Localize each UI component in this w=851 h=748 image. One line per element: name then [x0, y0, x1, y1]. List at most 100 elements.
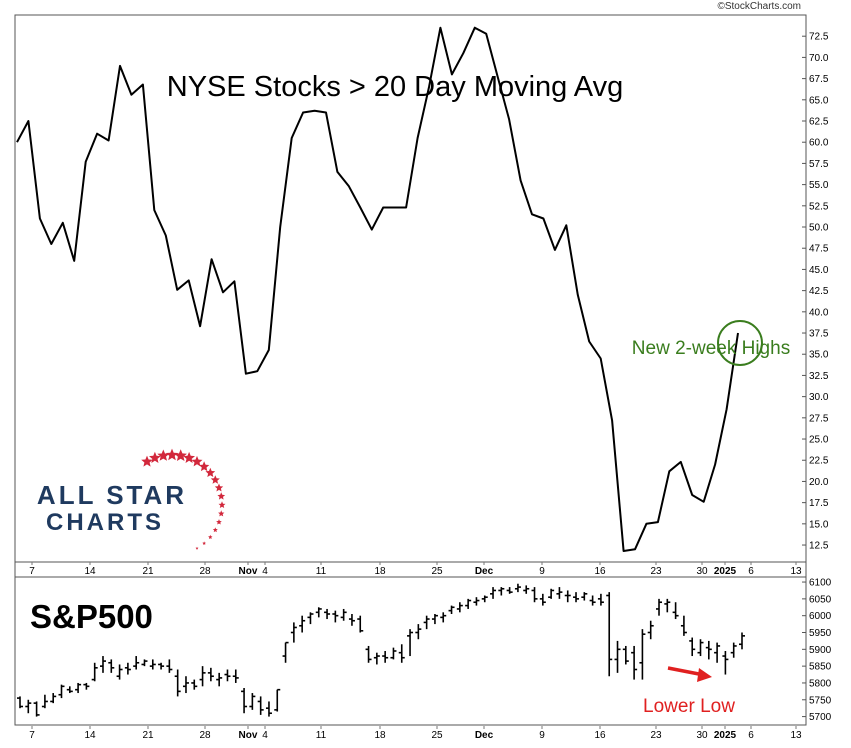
ohlc-bar — [697, 639, 704, 657]
top-x-tick-label: Dec — [475, 566, 494, 577]
bottom-x-tick-label: 7 — [29, 730, 35, 741]
bottom-x-tick-label: 6 — [748, 730, 754, 741]
ohlc-bar — [282, 641, 289, 663]
ohlc-bar — [473, 597, 480, 606]
ohlc-bar — [241, 688, 248, 714]
top-y-tick-label: 22.5 — [809, 456, 829, 467]
bottom-x-tick-label: 28 — [199, 730, 211, 741]
ohlc-bar — [514, 583, 521, 593]
logo-star-icon — [149, 451, 161, 463]
ohlc-bar — [382, 651, 389, 663]
logo-star-icon — [214, 483, 224, 492]
top-x-tick-label: 18 — [374, 566, 386, 577]
top-y-tick-label: 47.5 — [809, 244, 829, 255]
top-y-tick-label: 20.0 — [809, 477, 829, 488]
ohlc-bar — [158, 662, 165, 670]
top-x-ticks: 7 14 21 28 Nov 4 11 18 25 Dec 9 16 23 30 2025 6 13 — [29, 562, 802, 577]
bottom-y-tick-label: 6100 — [809, 578, 832, 589]
ohlc-bar — [481, 595, 488, 603]
bottom-chart-title: S&P500 — [30, 598, 153, 635]
lower-low-arrow-shaft — [667, 666, 705, 677]
bottom-x-tick-label: 18 — [374, 730, 386, 741]
top-x-tick-label: 30 — [696, 566, 708, 577]
ohlc-bar — [257, 696, 264, 715]
ohlc-bar — [17, 696, 23, 709]
ohlc-bar — [133, 656, 140, 670]
ohlc-bar — [149, 659, 156, 670]
ohlc-bar — [124, 662, 131, 675]
top-y-tick-label: 52.5 — [809, 201, 829, 212]
new-highs-circle — [717, 320, 763, 367]
top-y-tick-label: 37.5 — [809, 329, 829, 340]
ohlc-bar — [191, 679, 198, 690]
logo-star-icon — [199, 461, 210, 472]
top-chart-title: NYSE Stocks > 20 Day Moving Avg — [167, 71, 623, 103]
ohlc-bar — [340, 608, 347, 621]
ohlc-bar — [589, 595, 596, 606]
top-x-tick-label: 11 — [316, 566, 327, 577]
bottom-y-tick-label: 5750 — [809, 695, 832, 706]
top-x-tick-label: 16 — [594, 566, 606, 577]
top-y-tick-label: 15.0 — [809, 519, 829, 530]
ohlc-bar — [25, 699, 32, 714]
breadth-line — [16, 26, 739, 552]
lower-low-label: Lower Low — [643, 696, 735, 717]
ohlc-bar — [166, 659, 173, 673]
ohlc-bar — [91, 662, 98, 682]
ohlc-bar — [465, 598, 472, 609]
logo-star-icon — [141, 455, 153, 467]
bottom-x-tick-label: 16 — [594, 730, 606, 741]
logo-star-icon — [157, 449, 170, 461]
ohlc-bar — [390, 647, 397, 660]
logo-star-icon — [205, 467, 216, 477]
ohlc-bar — [407, 629, 414, 657]
watermark: ©StockCharts.com — [717, 1, 801, 12]
ohlc-bar — [108, 659, 115, 673]
top-x-tick-label: 2025 — [714, 566, 737, 577]
top-x-tick-label: 14 — [84, 566, 96, 577]
bottom-y-tick-label: 5800 — [809, 678, 832, 689]
bottom-panel-frame — [14, 576, 807, 726]
top-x-tick-label: 13 — [790, 566, 802, 577]
bottom-x-tick-label: 30 — [696, 730, 708, 741]
top-y-tick-label: 60.0 — [809, 138, 829, 149]
bottom-x-tick-label: 21 — [142, 730, 154, 741]
logo-star-icon — [195, 546, 199, 550]
top-x-tick-label: 25 — [431, 566, 443, 577]
ohlc-bar — [398, 644, 405, 663]
ohlc-bar — [539, 593, 546, 606]
bottom-x-tick-label: 2025 — [714, 730, 737, 741]
bottom-x-tick-label: 9 — [539, 730, 545, 741]
top-y-tick-label: 27.5 — [809, 413, 829, 424]
top-y-tick-label: 32.5 — [809, 371, 829, 382]
logo-text-line-1: ALL STAR — [37, 480, 187, 510]
ohlc-bar — [573, 592, 580, 603]
ohlc-bar — [730, 642, 737, 658]
ohlc-bar — [66, 686, 73, 694]
ohlc-bar — [315, 607, 322, 618]
logo-star-icon — [183, 451, 195, 463]
logo-star-icon — [202, 541, 206, 545]
ohlc-bar — [531, 587, 538, 603]
logo-star-icon — [165, 448, 179, 461]
top-y-tick-label: 35.0 — [809, 350, 829, 361]
ohlc-bar — [705, 640, 712, 660]
logo-star-icon — [191, 455, 203, 467]
logo-star-icon — [208, 534, 213, 539]
bottom-y-ticks: 6100 6050 6000 5950 5900 5850 5800 5750 5700 — [802, 578, 832, 723]
ohlc-bar — [199, 666, 206, 687]
ohlc-bar — [324, 608, 331, 620]
ohlc-bar — [58, 684, 65, 699]
ohlc-bar — [50, 693, 57, 704]
bottom-y-tick-label: 5850 — [809, 662, 832, 673]
ohlc-bar — [99, 656, 106, 673]
ohlc-bar — [307, 612, 314, 625]
ohlc-bar — [622, 645, 629, 665]
ohlc-bar — [714, 642, 721, 663]
top-y-tick-label: 57.5 — [809, 159, 829, 170]
ohlc-bar — [581, 592, 588, 601]
bottom-x-ticks: 7 14 21 28 Nov 4 11 18 25 Dec 9 16 23 30 2025 6 13 — [29, 726, 802, 741]
logo-star-icon — [174, 449, 187, 461]
